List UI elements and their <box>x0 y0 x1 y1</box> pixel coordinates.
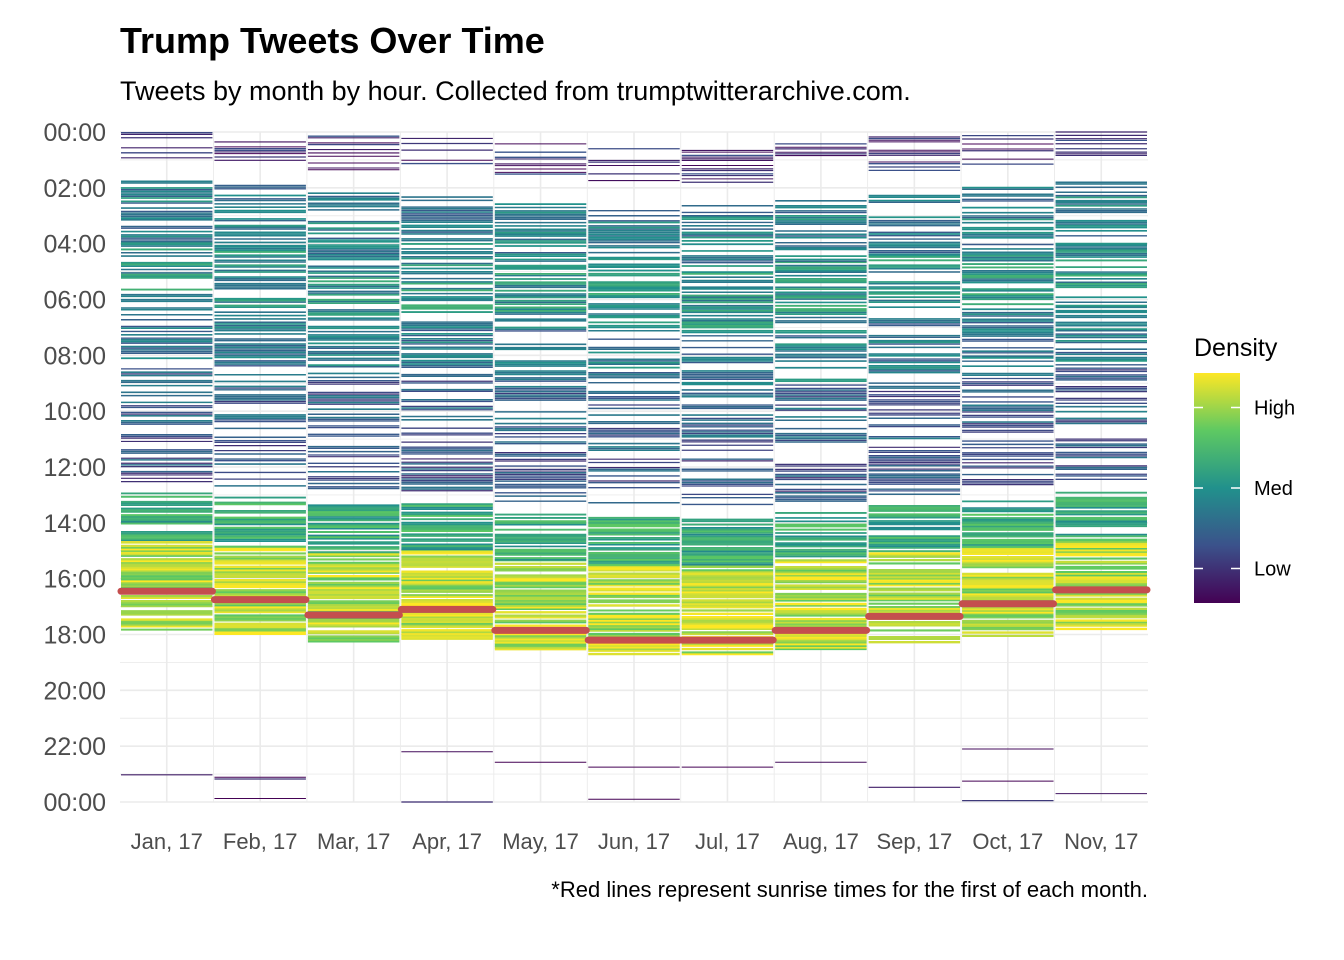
legend-title: Density <box>1194 334 1278 362</box>
y-tick-label: 00:00 <box>43 119 106 147</box>
sunrise-lines <box>117 586 1151 644</box>
y-tick-label: 18:00 <box>43 622 106 650</box>
y-tick-label: 12:00 <box>43 454 106 482</box>
x-tick-label: Oct, 17 <box>972 829 1043 854</box>
x-tick-label: Nov, 17 <box>1064 829 1138 854</box>
y-tick-label: 00:00 <box>43 789 106 817</box>
x-tick-label: Aug, 17 <box>783 829 859 854</box>
y-tick-label: 22:00 <box>43 733 106 761</box>
legend-label: Low <box>1254 559 1291 581</box>
y-tick-label: 10:00 <box>43 398 106 426</box>
x-tick-label: Jul, 17 <box>695 829 760 854</box>
x-tick-label: Mar, 17 <box>317 829 390 854</box>
x-axis-ticks: Jan, 17 Feb, 17 Mar, 17 Apr, 17 May, 17 Jun, … <box>131 829 1139 854</box>
x-tick-label: May, 17 <box>502 829 579 854</box>
y-tick-label: 16:00 <box>43 566 106 594</box>
legend-label: Med <box>1254 478 1293 500</box>
chart-title: Trump Tweets Over Time <box>120 20 545 61</box>
y-tick-label: 06:00 <box>43 287 106 315</box>
y-tick-label: 04:00 <box>43 231 106 259</box>
y-tick-label: 02:00 <box>43 175 106 203</box>
x-tick-label: Jan, 17 <box>131 829 203 854</box>
x-tick-label: Sep, 17 <box>876 829 952 854</box>
x-tick-label: Jun, 17 <box>598 829 670 854</box>
chart-subtitle: Tweets by month by hour. Collected from … <box>120 76 911 106</box>
chart-caption: *Red lines represent sunrise times for t… <box>551 877 1148 902</box>
y-axis-ticks: 00:00 02:00 04:00 06:00 08:00 10:00 12:00 14:00… <box>43 119 106 817</box>
y-tick-label: 14:00 <box>43 510 106 538</box>
x-tick-label: Feb, 17 <box>223 829 298 854</box>
x-tick-label: Apr, 17 <box>412 829 482 854</box>
density-legend: Density High Med Low <box>1194 334 1295 603</box>
legend-label: High <box>1254 398 1295 420</box>
y-tick-label: 20:00 <box>43 677 106 705</box>
y-tick-label: 08:00 <box>43 342 106 370</box>
